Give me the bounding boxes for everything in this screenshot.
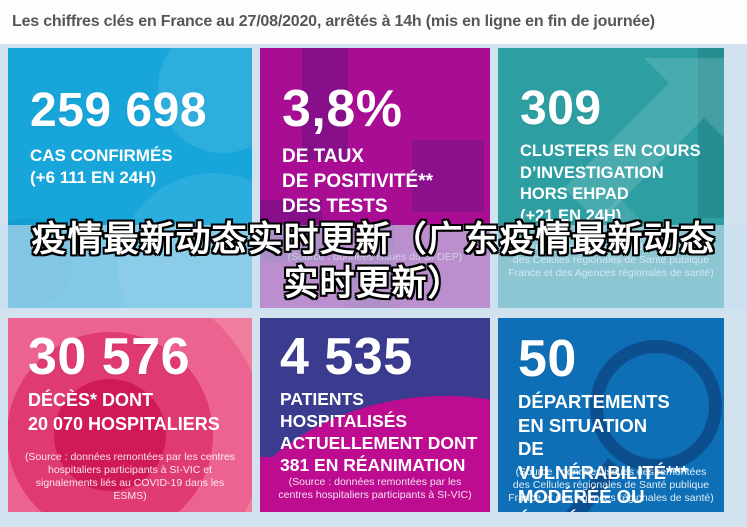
stat-value: 309 [520, 82, 602, 135]
stat-value: 259 698 [30, 84, 208, 137]
stat-label: PATIENTS HOSPITALISÉS ACTUELLEMENT DONT … [280, 389, 480, 477]
stat-label-line: DE POSITIVITÉ** [282, 171, 433, 193]
tile-content: 4 535 PATIENTS HOSPITALISÉS ACTUELLEMENT… [260, 318, 490, 477]
stat-label-line: EN SITUATION [518, 414, 648, 436]
tile-content: 30 576 DÉCÈS* DONT 20 070 HOSPITALIERS [8, 318, 252, 437]
tile-deces: 30 576 DÉCÈS* DONT 20 070 HOSPITALIERS (… [8, 318, 252, 512]
stat-label: DÉPARTEMENTS EN SITUATION DE VULNÉRABILI… [518, 390, 714, 512]
source-note: (Source : données remontées par les cent… [24, 450, 236, 502]
stat-label-line: DES TESTS [282, 196, 388, 218]
stat-label-line: CLUSTERS EN COURS [520, 141, 701, 160]
stat-label-line: DE VULNÉRABILITÉ*** [518, 438, 688, 484]
stat-label-line: D’INVESTIGATION [520, 163, 664, 182]
chinese-headline-line2: 实时更新） [283, 264, 464, 303]
tile-content: 3,8% DE TAUX DE POSITIVITÉ** DES TESTS [260, 48, 490, 219]
tile-patients-hospitalises: 4 535 PATIENTS HOSPITALISÉS ACTUELLEMENT… [260, 318, 490, 512]
chinese-headline-line1: 疫情最新动态实时更新（广东疫情最新动态 [31, 220, 716, 259]
stat-value: 4 535 [280, 328, 413, 386]
source-note: (Source : données remontées par les cent… [278, 475, 472, 501]
tile-content: 50 DÉPARTEMENTS EN SITUATION DE VULNÉRAB… [498, 318, 724, 512]
overlay-band [0, 225, 747, 310]
stat-label-line: CAS CONFIRMÉS [30, 145, 173, 165]
stat-value: 50 [518, 330, 577, 388]
stat-label-line: HORS EHPAD [520, 185, 629, 204]
page-title: Les chiffres clés en France au 27/08/202… [12, 13, 655, 30]
stat-label-line: DÉPARTEMENTS [518, 391, 670, 413]
stat-label-line: ACTUELLEMENT DONT [280, 432, 478, 453]
stat-delta: (+6 111 EN 24H) [30, 168, 157, 188]
stat-label: CLUSTERS EN COURS D’INVESTIGATION HORS E… [520, 141, 714, 228]
stat-delta: (+21 EN 24H) [520, 207, 622, 226]
stat-label-line: MODÉRÉÉ OU ÉLEVÉE [518, 485, 645, 512]
stat-label: DÉCÈS* DONT 20 070 HOSPITALIERS [28, 389, 242, 437]
chinese-headline: 疫情最新动态实时更新（广东疫情最新动态 实时更新） [0, 218, 747, 306]
stat-label-line: DE TAUX [282, 146, 364, 168]
tile-content: 259 698 CAS CONFIRMÉS (+6 111 EN 24H) [8, 48, 252, 190]
tile-departements-vulnerabilite: 50 DÉPARTEMENTS EN SITUATION DE VULNÉRAB… [498, 318, 724, 512]
stat-label-line: 20 070 HOSPITALIERS [28, 413, 220, 434]
stat-label-line: PATIENTS [280, 389, 364, 410]
stat-value: 3,8% [282, 80, 403, 138]
stat-value: 30 576 [28, 328, 191, 386]
stat-label-line: HOSPITALISÉS [280, 410, 408, 431]
stat-label: CAS CONFIRMÉS (+6 111 EN 24H) [30, 145, 242, 190]
stat-label-line: 381 EN RÉANIMATION [280, 454, 466, 475]
stat-label: DE TAUX DE POSITIVITÉ** DES TESTS [282, 144, 480, 219]
tile-content: 309 CLUSTERS EN COURS D’INVESTIGATION HO… [498, 48, 724, 228]
header-bar: Les chiffres clés en France au 27/08/202… [0, 0, 747, 44]
stat-label-line: DÉCÈS* DONT [28, 390, 154, 411]
source-note: (Source : données issues des remontées d… [508, 465, 714, 504]
